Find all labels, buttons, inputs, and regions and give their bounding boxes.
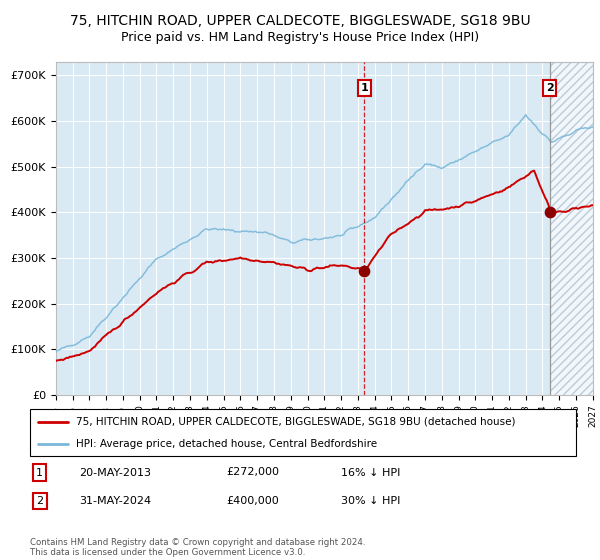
Text: 75, HITCHIN ROAD, UPPER CALDECOTE, BIGGLESWADE, SG18 9BU (detached house): 75, HITCHIN ROAD, UPPER CALDECOTE, BIGGL… (76, 417, 516, 427)
Text: 75, HITCHIN ROAD, UPPER CALDECOTE, BIGGLESWADE, SG18 9BU: 75, HITCHIN ROAD, UPPER CALDECOTE, BIGGL… (70, 14, 530, 28)
Text: Price paid vs. HM Land Registry's House Price Index (HPI): Price paid vs. HM Land Registry's House … (121, 31, 479, 44)
Text: 30% ↓ HPI: 30% ↓ HPI (341, 496, 401, 506)
Point (359, 266, 369, 275)
Bar (551, 62, 593, 395)
Text: 2: 2 (36, 496, 43, 506)
Text: 1: 1 (37, 468, 43, 478)
Text: £400,000: £400,000 (227, 496, 280, 506)
Text: HPI: Average price, detached house, Central Bedfordshire: HPI: Average price, detached house, Cent… (76, 438, 377, 449)
Text: 1: 1 (361, 83, 368, 94)
FancyBboxPatch shape (30, 409, 576, 456)
Bar (551, 62, 593, 395)
Text: 2: 2 (545, 83, 553, 94)
Text: £272,000: £272,000 (227, 468, 280, 478)
Text: 16% ↓ HPI: 16% ↓ HPI (341, 468, 401, 478)
Text: 31-MAY-2024: 31-MAY-2024 (79, 496, 151, 506)
Point (545, 208, 554, 217)
Text: 20-MAY-2013: 20-MAY-2013 (79, 468, 151, 478)
Text: Contains HM Land Registry data © Crown copyright and database right 2024.
This d: Contains HM Land Registry data © Crown c… (30, 538, 365, 557)
